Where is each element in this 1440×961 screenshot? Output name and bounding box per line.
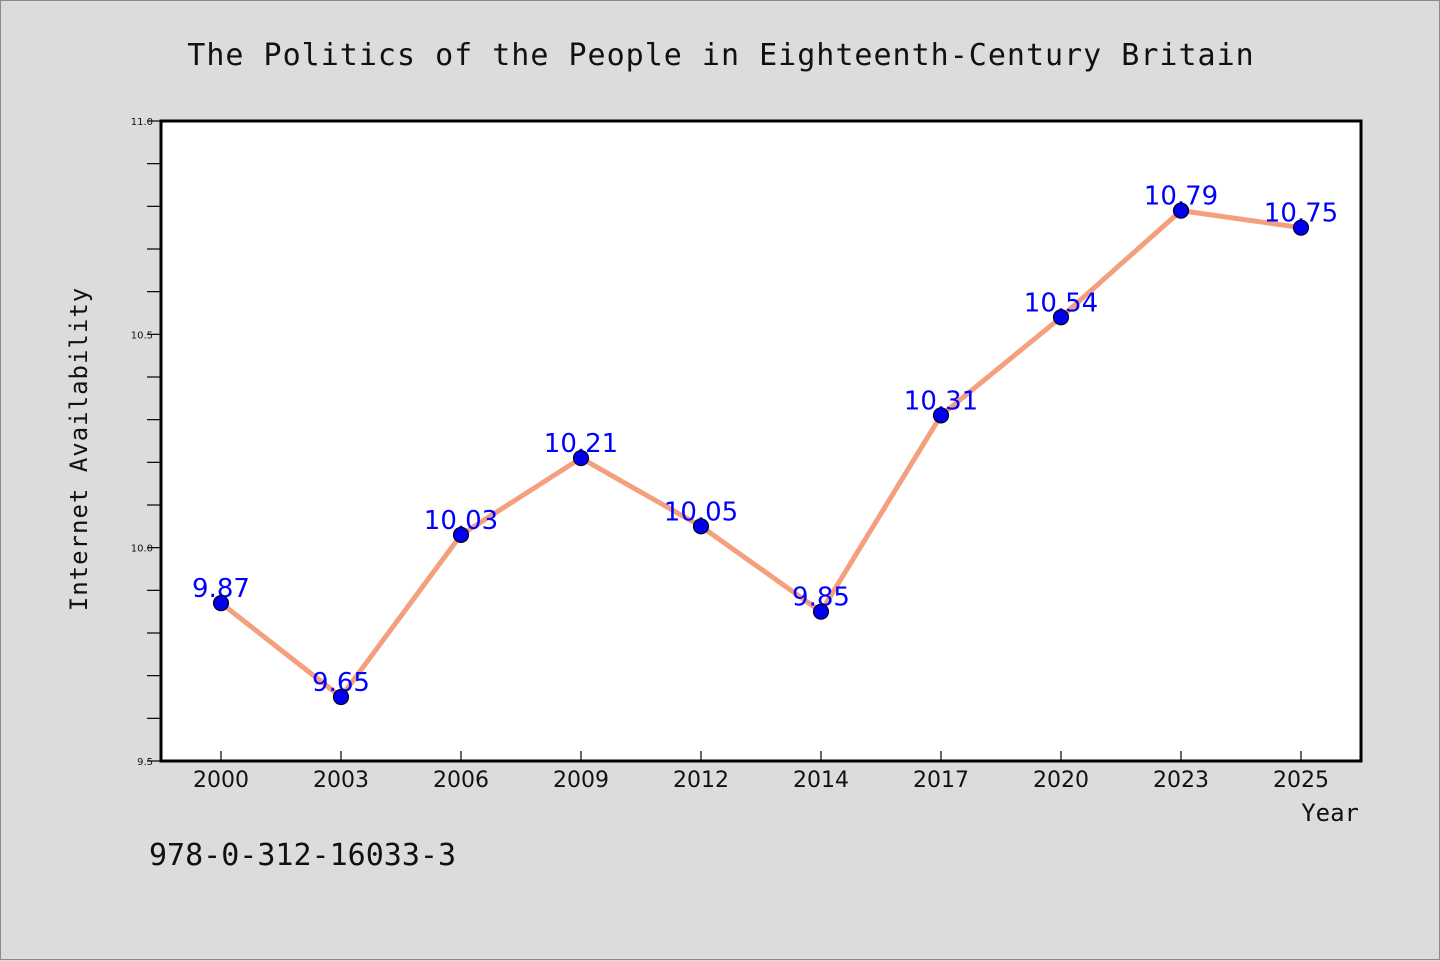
- x-tick-label: 2017: [913, 768, 969, 793]
- data-point: [1292, 219, 1310, 236]
- y-axis: 9.5 10.0 10.5 11.0: [131, 117, 161, 768]
- data-point: [572, 449, 590, 467]
- data-point: [1052, 309, 1070, 326]
- series-line: [218, 208, 1304, 700]
- data-point: [1172, 202, 1190, 219]
- x-axis-label: Year: [1301, 799, 1359, 827]
- x-tick-label: 2003: [313, 768, 369, 793]
- y-tick-label: 11.0: [131, 117, 153, 128]
- x-axis: 2000 2003 2006 2009 2012 2014 2017 2020 2023 2025: [193, 751, 1329, 793]
- x-tick-label: 2023: [1153, 768, 1209, 793]
- x-tick-label: 2009: [553, 768, 609, 793]
- data-point: [332, 688, 350, 706]
- x-tick-label: 2006: [433, 768, 489, 793]
- data-point: [812, 603, 830, 620]
- isbn-annotation: 978-0-312-16033-3: [149, 838, 456, 873]
- x-tick-label: 2012: [673, 768, 729, 793]
- y-axis-label: Internet Availability: [65, 287, 93, 611]
- x-tick-label: 2025: [1273, 768, 1329, 793]
- data-point: [212, 595, 230, 612]
- data-point: [932, 407, 950, 424]
- x-tick-label: 2014: [793, 768, 849, 793]
- data-point: [452, 526, 470, 543]
- data-point: [692, 518, 710, 535]
- chart-title: The Politics of the People in Eighteenth…: [187, 38, 1254, 73]
- x-tick-label: 2000: [193, 768, 249, 793]
- x-tick-label: 2020: [1033, 768, 1089, 793]
- y-tick-label: 9.5: [137, 757, 153, 768]
- data-markers: [212, 202, 1310, 706]
- y-tick-label: 10.0: [131, 544, 153, 555]
- y-tick-label: 10.5: [131, 330, 153, 341]
